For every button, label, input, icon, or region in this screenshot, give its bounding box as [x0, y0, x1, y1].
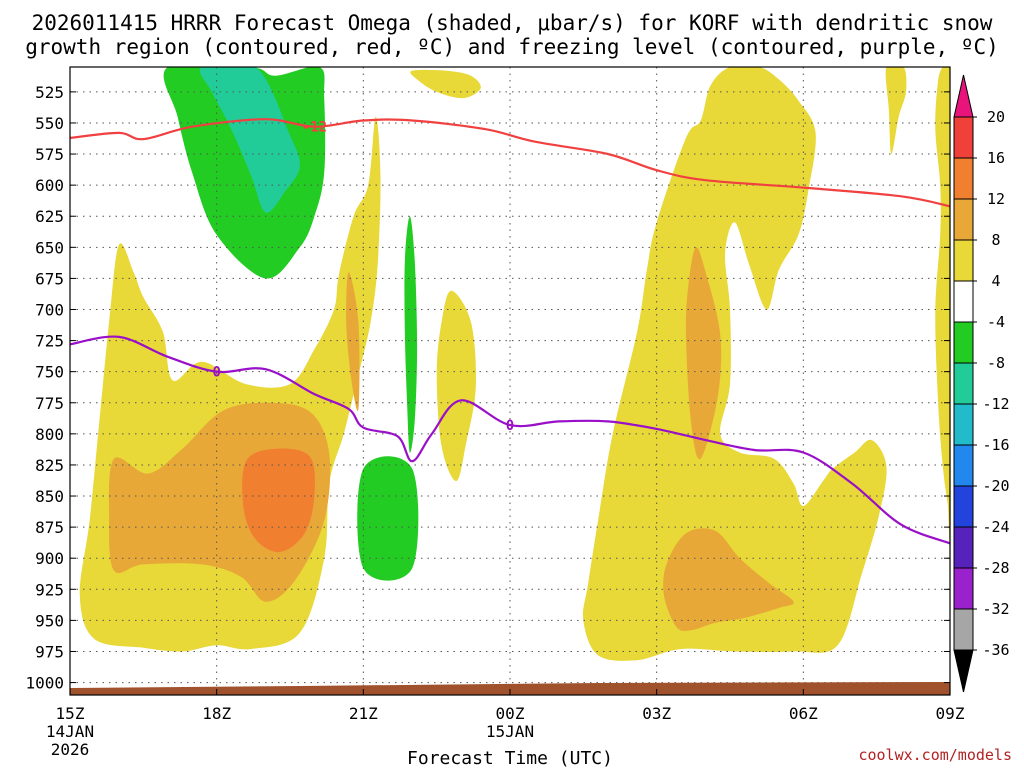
x-tick-label-21Z: 21Z	[349, 704, 378, 723]
colorbar-bin-11	[953, 526, 974, 569]
y-tick-label-975: 975	[35, 642, 64, 661]
x-tick-label-15Z: 15Z	[56, 704, 85, 723]
y-tick-label-725: 725	[35, 332, 64, 351]
colorbar-bin-13	[953, 608, 974, 651]
y-tick-label-900: 900	[35, 549, 64, 568]
colorbar-label-6: -4	[987, 313, 1005, 331]
dgz-isotherm-contour-label-1: -12	[302, 120, 327, 136]
colorbar-bin-2	[953, 157, 974, 200]
dgz-isotherm-contour	[70, 118, 950, 208]
y-tick-label-525: 525	[35, 83, 64, 102]
omega-shading	[79, 67, 950, 661]
colorbar-label-2: 16	[987, 149, 1005, 167]
y-tick-label-825: 825	[35, 456, 64, 475]
omega-negative-4-8-2	[404, 216, 418, 453]
chart-title-line-1: 2026011415 HRRR Forecast Omega (shaded, …	[32, 11, 993, 35]
y-tick-label-875: 875	[35, 518, 64, 537]
x-tick-label-18Z: 18Z	[202, 704, 231, 723]
plot-area: 0 0 -12	[70, 67, 950, 695]
colorbar-label-4: 8	[991, 231, 1000, 249]
colorbar-label-9: -16	[982, 436, 1009, 454]
omega-positive-4-8-2	[436, 290, 476, 482]
omega-positive-8-12-3	[685, 247, 722, 460]
freezing-level-contour-label-2: 0	[506, 418, 514, 434]
omega-positive-4-8-5	[885, 67, 907, 155]
y-tick-label-950: 950	[35, 611, 64, 630]
y-tick-label-575: 575	[35, 145, 64, 164]
colorbar-label-12: -28	[982, 559, 1009, 577]
colorbar-label-8: -12	[982, 395, 1009, 413]
colorbar-bin-12	[953, 567, 974, 610]
colorbar-label-14: -36	[982, 641, 1009, 659]
omega-negative-4-8-1	[163, 67, 326, 279]
omega-positive-4-8-3	[410, 69, 481, 99]
y-tick-label-600: 600	[35, 176, 64, 195]
omega-positive-8-12-2	[346, 272, 360, 411]
y-tick-label-850: 850	[35, 487, 64, 506]
y-tick-label-750: 750	[35, 363, 64, 382]
omega-positive-12-16-1	[242, 448, 316, 553]
y-axis: 525 550 575 600 625 650 675 700 725 750 775 800 825 8…	[25, 83, 950, 693]
colorbar-label-5: 4	[991, 272, 1000, 290]
y-tick-label-1000: 1000	[25, 674, 64, 693]
colorbar-bin-8	[953, 403, 974, 446]
freezing-level-contour-label-1: 0	[212, 365, 220, 381]
colorbar-label-3: 12	[987, 190, 1005, 208]
x-axis-label: Forecast Time (UTC)	[407, 748, 613, 768]
x-tick-label-00Z: 00Z	[496, 704, 525, 723]
colorbar-bin-3	[953, 198, 974, 241]
colorbar-bin-9	[953, 444, 974, 487]
omega-positive-4-8-4	[582, 67, 887, 661]
colorbar-label-1: 20	[987, 108, 1005, 126]
colorbar-bin-5	[953, 280, 974, 323]
chart-title-line-2: growth region (contoured, red, ºC) and f…	[25, 35, 999, 59]
omega-positive-8-12-4	[663, 528, 794, 631]
contour-lines: 0 0 -12	[70, 118, 950, 545]
colorbar: 20 16 12 8 4 -4 -8 -12 -16 -20 -24 -28 -32 -36	[953, 74, 1010, 693]
y-tick-label-650: 650	[35, 238, 64, 257]
colorbar-label-13: -32	[982, 600, 1009, 618]
y-tick-label-675: 675	[35, 269, 64, 288]
colorbar-bin-6	[953, 321, 974, 364]
y-tick-label-700: 700	[35, 300, 64, 319]
colorbar-bin-7	[953, 362, 974, 405]
colorbar-label-11: -24	[982, 518, 1009, 536]
omega-negative-4-8-3	[357, 456, 419, 581]
colorbar-label-10: -20	[982, 477, 1009, 495]
y-tick-label-550: 550	[35, 114, 64, 133]
colorbar-bin-10	[953, 485, 974, 528]
x-tick-label-06Z: 06Z	[789, 704, 818, 723]
colorbar-bin-4	[953, 239, 974, 282]
colorbar-bin-1	[953, 116, 974, 159]
y-tick-label-625: 625	[35, 207, 64, 226]
y-tick-label-800: 800	[35, 425, 64, 444]
x-tick-label-03Z: 03Z	[642, 704, 671, 723]
colorbar-label-7: -8	[987, 354, 1005, 372]
y-tick-label-775: 775	[35, 394, 64, 413]
x-tick-date-15Z: 14JAN	[46, 722, 94, 741]
y-tick-label-925: 925	[35, 580, 64, 599]
x-tick-label-09Z: 09Z	[936, 704, 965, 723]
x-tick-year-15Z: 2026	[51, 740, 90, 759]
colorbar-bottom-arrow	[953, 649, 974, 693]
site-credit: coolwx.com/models	[858, 746, 1012, 764]
freezing-level-contour	[70, 335, 950, 545]
x-tick-date-00Z: 15JAN	[486, 722, 534, 741]
terrain-fill	[70, 682, 950, 695]
omega-negative-8-12-1	[199, 67, 300, 213]
grid-lines	[70, 67, 950, 695]
